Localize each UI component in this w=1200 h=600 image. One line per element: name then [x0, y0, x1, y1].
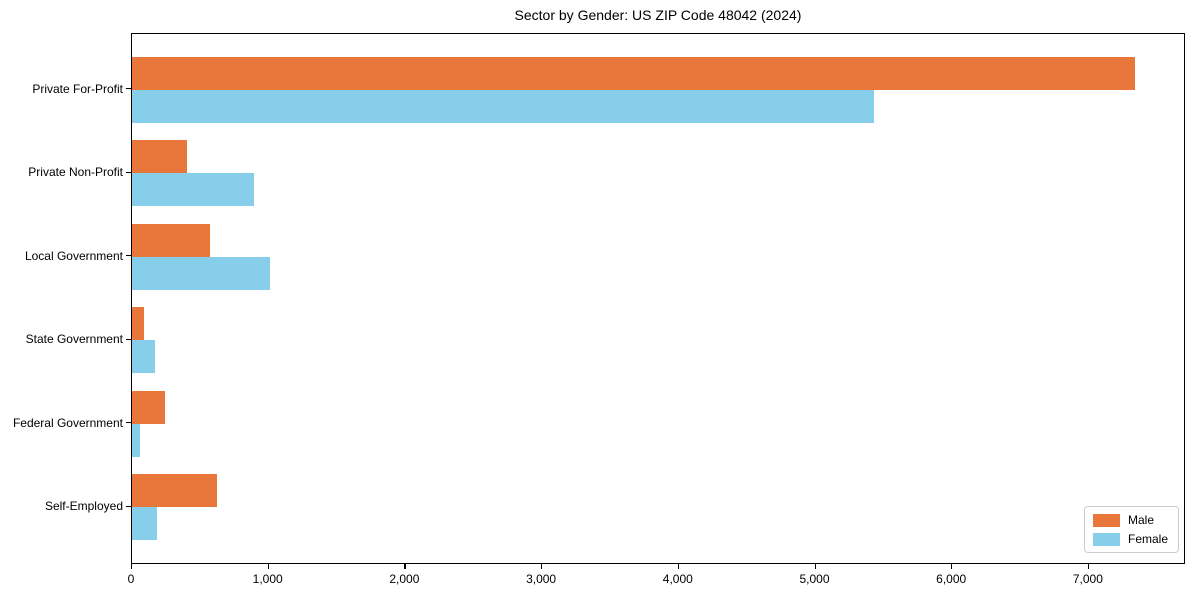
x-tick-label: 1,000 [252, 572, 283, 586]
bar-male-1 [132, 140, 187, 174]
x-tick-label: 3,000 [526, 572, 557, 586]
legend-swatch-male [1092, 513, 1120, 527]
bar-male-5 [132, 474, 217, 508]
y-axis-label: Private Non-Profit [28, 165, 123, 180]
y-tick-mark [126, 88, 131, 90]
legend-row-female: Female [1092, 532, 1168, 546]
y-axis-label: Self-Employed [44, 499, 123, 514]
bar-male-2 [132, 223, 210, 257]
x-tick-label: 6,000 [936, 572, 967, 586]
bar-female-5 [132, 507, 157, 541]
bar-male-0 [132, 56, 1136, 90]
x-tick-label: 2,000 [389, 572, 420, 586]
y-axis-label: Local Government [24, 248, 123, 263]
bar-female-1 [132, 173, 254, 207]
bar-female-0 [132, 89, 875, 123]
x-tick-mark [951, 564, 953, 569]
bar-female-2 [132, 256, 271, 290]
y-tick-mark [126, 338, 131, 340]
chart-title: Sector by Gender: US ZIP Code 48042 (202… [514, 7, 802, 23]
y-axis-label: State Government [25, 332, 123, 347]
x-tick-label: 5,000 [799, 572, 830, 586]
bar-female-3 [132, 340, 156, 374]
y-tick-mark [126, 505, 131, 507]
y-tick-mark [126, 422, 131, 424]
x-tick-mark [814, 564, 816, 569]
x-tick-label: 0 [127, 572, 135, 586]
legend-label: Male [1127, 513, 1154, 527]
x-tick-label: 7,000 [1072, 572, 1103, 586]
x-tick-mark [404, 564, 406, 569]
x-tick-mark [677, 564, 679, 569]
y-tick-mark [126, 255, 131, 257]
legend-swatch-female [1092, 532, 1120, 546]
y-axis-label: Federal Government [12, 415, 123, 430]
y-axis-label: Private For-Profit [32, 81, 123, 96]
legend: Male Female [1083, 506, 1179, 553]
bar-female-4 [132, 423, 140, 457]
x-tick-mark [1087, 564, 1090, 569]
plot-area: Male Female [131, 33, 1185, 564]
y-tick-mark [126, 171, 131, 173]
x-tick-mark [267, 564, 269, 569]
bar-male-4 [132, 390, 165, 424]
bar-male-3 [132, 307, 144, 341]
legend-label: Female [1127, 532, 1168, 546]
x-tick-label: 4,000 [662, 572, 693, 586]
x-tick-mark [131, 564, 133, 569]
legend-row-male: Male [1092, 513, 1168, 527]
x-tick-mark [541, 564, 543, 569]
